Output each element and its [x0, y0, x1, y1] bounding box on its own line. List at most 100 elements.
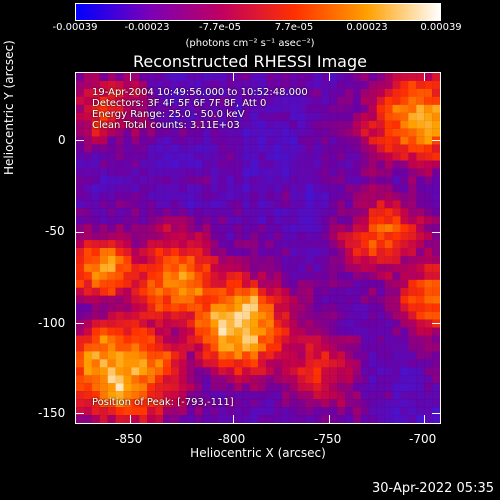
heatmap-cell [305, 168, 314, 177]
heatmap-cell [123, 279, 132, 288]
heatmap-cell [139, 208, 148, 217]
heatmap-cell [170, 73, 180, 82]
heatmap-cell [155, 263, 164, 273]
heatmap-cell [345, 407, 354, 416]
heatmap-cell [424, 240, 433, 249]
heatmap-cell [424, 399, 433, 408]
heatmap-cell [123, 96, 132, 105]
heatmap-cell [170, 359, 180, 368]
heatmap-cell [305, 192, 314, 201]
heatmap-cell [131, 359, 140, 368]
heatmap-cell [76, 73, 85, 82]
heatmap-cell [139, 367, 148, 376]
heatmap-cell [408, 128, 417, 137]
heatmap-cell [139, 144, 148, 153]
heatmap-cell [250, 208, 259, 217]
heatmap-cell [360, 415, 369, 423]
heatmap-cell [131, 136, 140, 145]
heatmap-cell [107, 391, 116, 400]
heatmap-cell [416, 343, 425, 352]
heatmap-cell [384, 168, 393, 177]
heatmap-cell [91, 311, 100, 320]
heatmap-cell [297, 248, 306, 257]
heatmap-cell [131, 415, 140, 423]
heatmap-cell [345, 319, 354, 328]
heatmap-cell [131, 224, 140, 233]
heatmap-cell [250, 136, 259, 145]
heatmap-cell [400, 375, 409, 384]
heatmap-cell [313, 88, 322, 98]
heatmap-cell [408, 152, 417, 161]
heatmap-cell [234, 80, 243, 90]
heatmap-cell [178, 232, 187, 241]
heatmap-cell [376, 152, 385, 161]
heatmap-cell [250, 120, 259, 129]
heatmap-cell [210, 96, 219, 105]
heatmap-cell [99, 160, 108, 169]
heatmap-cell [352, 200, 362, 209]
heatmap-cell [202, 112, 211, 121]
heatmap-cell [432, 303, 440, 312]
heatmap-cell [345, 73, 354, 82]
tick-mark [233, 73, 234, 81]
heatmap-cell [265, 128, 274, 137]
heatmap-cell [281, 295, 290, 304]
heatmap-cell [194, 255, 203, 265]
heatmap-cell [376, 112, 385, 121]
heatmap-cell [178, 367, 187, 376]
heatmap-cell [155, 311, 164, 320]
tick-mark [76, 413, 84, 414]
heatmap-cell [242, 168, 251, 177]
colorbar-tick: 7.7e-05 [274, 22, 314, 33]
heatmap-cell [83, 216, 92, 225]
heatmap-cell [186, 287, 195, 296]
heatmap-cell [305, 359, 314, 368]
heatmap-cell [345, 383, 354, 392]
heatmap-cell [91, 144, 100, 153]
heatmap-cell [234, 311, 243, 320]
heatmap-cell [234, 136, 243, 145]
heatmap-cell [258, 351, 267, 360]
heatmap-cell [337, 160, 346, 169]
heatmap-cell [416, 295, 425, 304]
heatmap-cell [400, 144, 409, 153]
heatmap-cell [352, 224, 362, 233]
heatmap-cell [155, 248, 164, 257]
heatmap-cell [218, 73, 227, 82]
heatmap-cell [265, 232, 274, 241]
heatmap-cell [226, 192, 235, 201]
heatmap-cell [360, 80, 369, 90]
heatmap-cell [424, 160, 433, 169]
heatmap-cell [155, 351, 164, 360]
heatmap-cell [202, 80, 211, 90]
heatmap-cell [313, 335, 322, 344]
heatmap-cell [392, 383, 401, 392]
heatmap-cell [107, 351, 116, 360]
heatmap-cell [242, 263, 251, 273]
heatmap-cell [321, 383, 330, 392]
heatmap-cell [178, 216, 187, 225]
heatmap-cell [408, 216, 417, 225]
heatmap-cell [83, 271, 92, 280]
heatmap-cell [432, 375, 440, 384]
heatmap-cell [123, 184, 132, 193]
heatmap-cell [281, 303, 290, 312]
heatmap-cell [273, 248, 282, 257]
heatmap-cell [155, 303, 164, 312]
heatmap-cell [408, 351, 417, 360]
heatmap-cell [368, 415, 377, 423]
heatmap-cell [368, 407, 377, 416]
heatmap-cell [432, 311, 440, 320]
heatmap-cell [352, 240, 362, 249]
heatmap-cell [392, 311, 401, 320]
heatmap-cell [416, 407, 425, 416]
heatmap-cell [289, 144, 298, 153]
heatmap-cell [408, 232, 417, 241]
heatmap-cell [329, 144, 338, 153]
heatmap-cell [226, 367, 235, 376]
heatmap-cell [360, 112, 369, 121]
colorbar-tick: -7.7e-05 [199, 22, 241, 33]
heatmap-cell [163, 263, 172, 273]
heatmap-cell [408, 391, 417, 400]
heatmap-cell [360, 136, 369, 145]
